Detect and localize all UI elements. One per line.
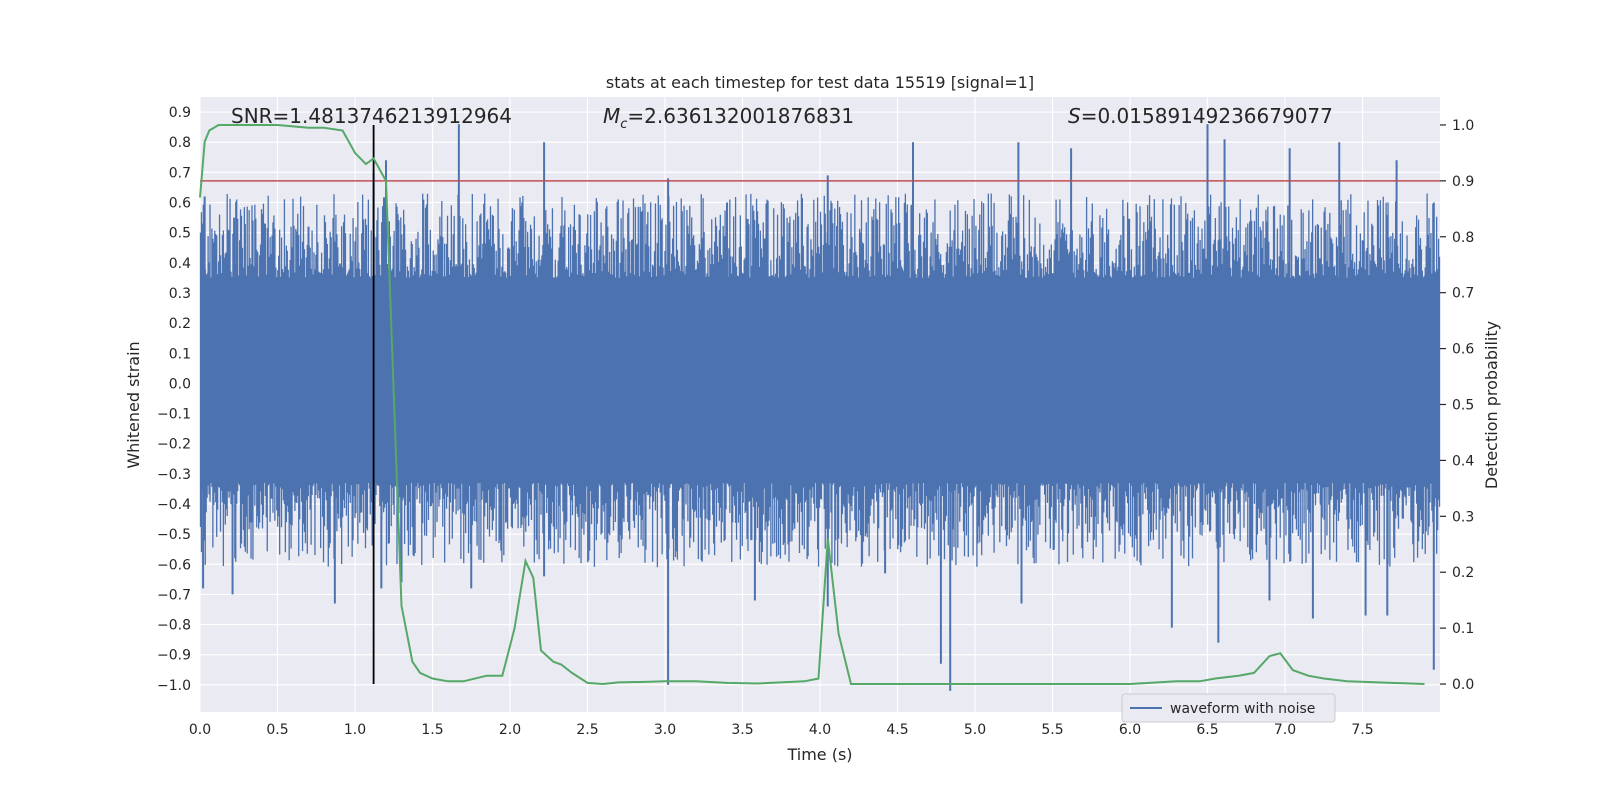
y2-tick-label: 0.8	[1452, 230, 1474, 246]
x-tick-label: 0.5	[266, 722, 288, 738]
x-tick-label: 3.0	[654, 722, 676, 738]
x-tick-label: 0.0	[189, 722, 211, 738]
y-tick-label: −0.1	[157, 407, 191, 423]
y-tick-label: 0.6	[169, 196, 191, 212]
y-tick-label: 0.0	[169, 376, 191, 392]
x-tick-label: 2.0	[499, 722, 521, 738]
snr-annotation: SNR=1.4813746213912964	[231, 104, 512, 128]
y-tick-label: −0.2	[157, 437, 191, 453]
x-tick-label: 5.0	[964, 722, 986, 738]
x-axis-label: Time (s)	[786, 745, 852, 764]
y2-tick-label: 0.7	[1452, 286, 1474, 302]
y2-tick-label: 1.0	[1452, 118, 1474, 134]
y2-tick-label: 0.3	[1452, 509, 1474, 525]
y-tick-label: −0.4	[157, 497, 191, 513]
x-tick-label: 4.5	[886, 722, 908, 738]
s-annotation: S=0.01589149236679077	[1068, 104, 1333, 128]
waveform-core	[200, 277, 1440, 483]
legend-waveform-label: waveform with noise	[1170, 701, 1315, 717]
chart-title: stats at each timestep for test data 155…	[606, 73, 1034, 92]
x-tick-label: 4.0	[809, 722, 831, 738]
y2-tick-label: 0.4	[1452, 453, 1474, 469]
waveform-series	[199, 124, 1441, 691]
y-tick-label: −0.9	[157, 648, 191, 664]
y-tick-label: 0.4	[169, 256, 191, 272]
y-axis-ticks: 0.9 0.8 0.7 0.6 0.5 0.4 0.3 0.2 0.1 0.0 −0.1 −0.2 −0…	[157, 105, 191, 694]
y2-tick-label: 0.2	[1452, 565, 1474, 581]
y2-tick-label: 0.9	[1452, 174, 1474, 190]
y2-tick-label: 0.0	[1452, 677, 1474, 693]
x-tick-label: 1.5	[421, 722, 443, 738]
y2-tick-label: 0.5	[1452, 398, 1474, 414]
y-tick-label: −0.7	[157, 587, 191, 603]
y-tick-label: 0.7	[169, 165, 191, 181]
x-tick-label: 5.5	[1041, 722, 1063, 738]
y-tick-label: 0.9	[169, 105, 191, 121]
y-tick-label: 0.5	[169, 226, 191, 242]
y2-tick-label: 0.6	[1452, 342, 1474, 358]
y2-axis-ticks: 1.0 0.9 0.8 0.7 0.6 0.5 0.4 0.3 0.2 0.1 0.0	[1440, 118, 1474, 693]
y-tick-label: −0.6	[157, 557, 191, 573]
legend: waveform with noise	[1121, 693, 1336, 723]
x-axis-ticks: 0.0 0.5 1.0 1.5 2.0 2.5 3.0 3.5 4.0 4.5 5.0 5.5 6.0 6…	[189, 722, 1374, 738]
chirp-mass-annotation: Mc=2.636132001876831	[603, 104, 854, 132]
x-tick-label: 7.0	[1274, 722, 1296, 738]
x-tick-label: 1.0	[344, 722, 366, 738]
legend-box	[1121, 693, 1336, 723]
y-tick-label: 0.3	[169, 286, 191, 302]
overlay-lines	[200, 124, 1440, 685]
y-tick-label: 0.2	[169, 316, 191, 332]
x-tick-label: 7.5	[1351, 722, 1373, 738]
x-tick-label: 2.5	[576, 722, 598, 738]
y-axis-label: Whitened strain	[124, 341, 143, 468]
y2-tick-label: 0.1	[1452, 621, 1474, 637]
x-tick-label: 6.0	[1119, 722, 1141, 738]
y-tick-label: −0.5	[157, 527, 191, 543]
y2-axis-label: Detection probability	[1482, 321, 1501, 489]
y-tick-label: −0.3	[157, 467, 191, 483]
probability-series	[199, 124, 1425, 686]
y-tick-label: 0.8	[169, 135, 191, 151]
probability-line	[199, 124, 1425, 686]
x-tick-label: 6.5	[1196, 722, 1218, 738]
y-tick-label: −1.0	[157, 678, 191, 694]
x-tick-label: 3.5	[731, 722, 753, 738]
y-tick-label: −0.8	[157, 618, 191, 634]
y-tick-label: 0.1	[169, 346, 191, 362]
